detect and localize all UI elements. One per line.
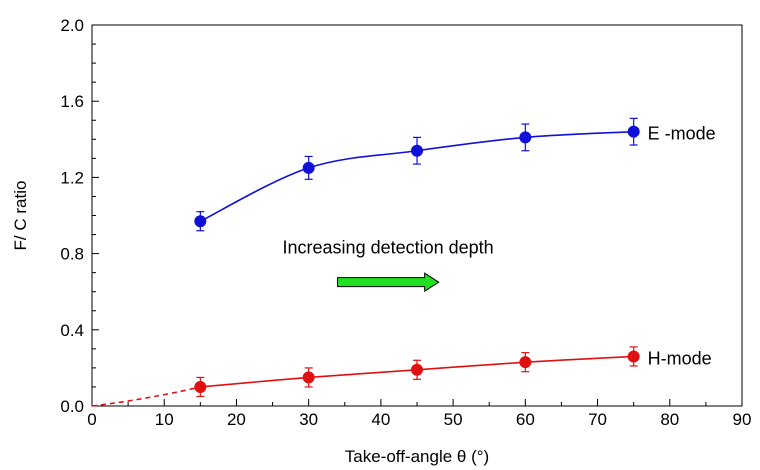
axes-layer: 0 10 20 30 40 50 60 70 80 90 0.0 0.4 0.8 1.2 1.6 2.0 bbox=[60, 16, 751, 429]
data-point bbox=[302, 161, 315, 174]
y-tick-label: 1.2 bbox=[60, 168, 84, 187]
y-tick-label: 0.4 bbox=[60, 321, 84, 340]
x-tick-label: 10 bbox=[155, 410, 174, 429]
data-point bbox=[411, 144, 423, 157]
x-tick-label: 80 bbox=[660, 410, 679, 429]
data-point bbox=[194, 215, 207, 228]
series-label: H-mode bbox=[648, 348, 712, 368]
y-tick-label: 2.0 bbox=[60, 16, 84, 35]
data-point bbox=[627, 125, 640, 138]
data-point bbox=[519, 131, 532, 144]
y-tick-label: 1.6 bbox=[60, 92, 84, 111]
data-point bbox=[302, 371, 315, 384]
fit-lines-layer bbox=[91, 130, 634, 407]
y-axis-title: F/ C ratio bbox=[11, 181, 30, 251]
x-tick-label: 50 bbox=[444, 410, 463, 429]
fit-extrapolation-line bbox=[91, 386, 201, 407]
annotation-layer: Increasing detection depth bbox=[283, 238, 494, 293]
y-tick-label: 0.8 bbox=[60, 245, 84, 264]
plot-frame bbox=[91, 24, 743, 407]
data-point bbox=[519, 356, 532, 369]
x-tick-label: 30 bbox=[299, 410, 318, 429]
x-axis-title: Take-off-angle θ (°) bbox=[345, 447, 489, 466]
x-tick-label: 0 bbox=[87, 410, 96, 429]
data-point bbox=[194, 380, 207, 393]
x-tick-label: 20 bbox=[227, 410, 246, 429]
depth-annotation: Increasing detection depth bbox=[283, 238, 494, 258]
x-tick-label: 60 bbox=[516, 410, 535, 429]
x-tick-label: 70 bbox=[588, 410, 607, 429]
data-point bbox=[411, 363, 423, 376]
x-tick-label: 40 bbox=[371, 410, 390, 429]
points-layer: E -mode H-mode bbox=[194, 117, 716, 398]
x-tick-label: 90 bbox=[733, 410, 752, 429]
series-label: E -mode bbox=[648, 124, 716, 144]
depth-arrow-icon bbox=[337, 272, 440, 293]
y-tick-label: 0.0 bbox=[60, 397, 84, 416]
data-point bbox=[627, 350, 640, 363]
